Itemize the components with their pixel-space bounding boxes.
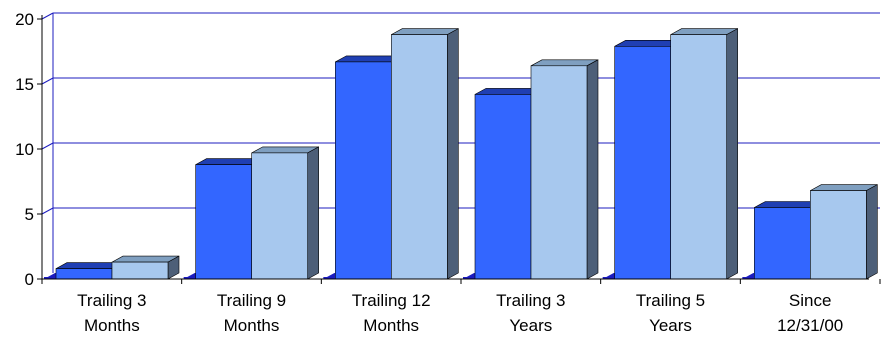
bar xyxy=(251,146,319,280)
bar-top xyxy=(391,28,459,35)
x-category-label: Trailing 12 xyxy=(352,291,431,310)
floor-segment-edge xyxy=(463,277,475,279)
bar-top xyxy=(530,59,599,67)
bar xyxy=(670,28,738,280)
bar-front xyxy=(754,207,811,280)
x-category-labels: Trailing 3 Months Trailing 9 Months Trailing… xyxy=(77,291,843,335)
gridlines xyxy=(41,12,880,273)
axes xyxy=(37,15,881,284)
bar-side xyxy=(866,184,878,280)
x-category-label: 12/31/00 xyxy=(777,316,843,335)
bar-top xyxy=(111,255,180,263)
x-category-label: Months xyxy=(224,316,280,335)
bar-front xyxy=(111,261,169,280)
bar-front xyxy=(195,164,252,280)
bar xyxy=(391,28,459,280)
bar-front xyxy=(55,268,113,280)
x-category-label: Years xyxy=(509,316,552,335)
bar-side xyxy=(447,28,459,280)
bar-front xyxy=(530,65,588,280)
floor-segment-edge xyxy=(742,277,755,279)
gridline-wall xyxy=(41,142,54,150)
x-category-label: Trailing 3 xyxy=(496,291,565,310)
y-tick-label: 5 xyxy=(25,205,34,224)
bar xyxy=(810,184,878,280)
floor-segment-edge xyxy=(602,277,615,279)
bar-front xyxy=(670,34,727,280)
bar-side xyxy=(726,28,738,280)
y-tick-label: 10 xyxy=(15,140,34,159)
y-tick-labels: 0 5 10 15 20 xyxy=(15,10,34,289)
bar-front xyxy=(335,61,392,280)
x-category-label: Years xyxy=(649,316,692,335)
gridline-wall xyxy=(41,12,54,20)
bar xyxy=(530,59,599,280)
x-category-label: Since xyxy=(789,291,832,310)
bar-front xyxy=(474,94,532,280)
bar xyxy=(111,255,180,280)
y-tick-label: 0 xyxy=(25,270,34,289)
bar-front xyxy=(614,45,671,280)
x-category-label: Months xyxy=(363,316,419,335)
gridline-wall xyxy=(41,77,54,85)
bar-front xyxy=(251,152,308,280)
bar-side xyxy=(307,146,319,280)
y-tick-label: 15 xyxy=(15,75,34,94)
bar-front xyxy=(810,190,867,280)
floor-segment-edge xyxy=(323,277,336,279)
bar-top xyxy=(251,146,319,154)
floor-segment-edge xyxy=(183,277,196,279)
x-category-label: Trailing 3 xyxy=(77,291,146,310)
floor-segment-edge xyxy=(44,277,56,279)
bar-front xyxy=(391,34,448,280)
bar-top xyxy=(810,184,878,191)
y-tick-label: 20 xyxy=(15,10,34,29)
x-category-label: Months xyxy=(84,316,140,335)
gridline-wall xyxy=(41,207,54,215)
bars xyxy=(55,28,878,280)
x-category-label: Trailing 5 xyxy=(636,291,705,310)
bar-top xyxy=(670,28,738,35)
x-category-label: Trailing 9 xyxy=(217,291,286,310)
bar-side xyxy=(586,59,599,280)
